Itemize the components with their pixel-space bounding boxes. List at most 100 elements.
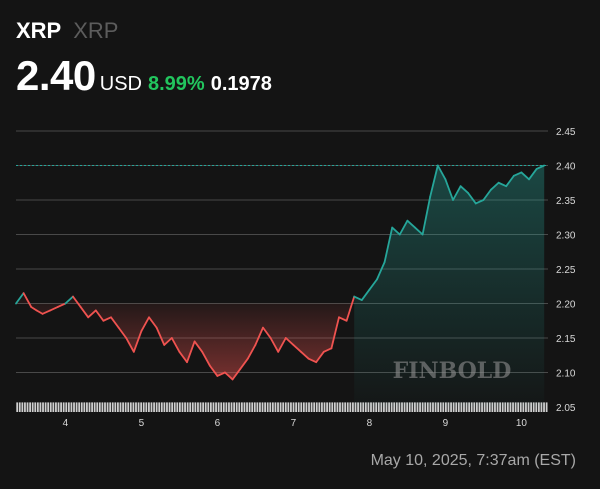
y-tick-label: 2.15 xyxy=(556,334,576,345)
volume-bar xyxy=(532,402,535,412)
volume-bar xyxy=(318,402,321,412)
volume-bar xyxy=(137,402,140,412)
volume-bar xyxy=(341,402,344,412)
volume-bar xyxy=(377,402,380,412)
volume-bar xyxy=(416,402,419,412)
volume-bar xyxy=(300,402,303,412)
volume-bar xyxy=(465,402,468,412)
price-change-percent: 8.99% xyxy=(147,73,205,95)
volume-bar xyxy=(88,402,91,412)
volume-bar xyxy=(44,402,47,412)
volume-bar xyxy=(517,402,520,412)
volume-bar xyxy=(104,402,106,412)
volume-bar xyxy=(491,402,494,412)
price-segment xyxy=(155,326,166,346)
volume-bar xyxy=(39,402,42,412)
volume-bar xyxy=(49,402,52,412)
price-segment xyxy=(269,337,280,353)
volume-bar xyxy=(419,402,421,412)
area-fill xyxy=(16,165,545,407)
price-segment xyxy=(383,226,394,264)
volume-bar xyxy=(47,402,50,412)
volume-bar xyxy=(354,402,357,412)
volume-bar xyxy=(173,402,176,412)
volume-bar xyxy=(450,402,452,412)
price-segment xyxy=(49,306,59,312)
volume-bar xyxy=(315,402,318,412)
volume-bar xyxy=(447,402,450,412)
price-segment xyxy=(292,343,302,353)
volume-bar xyxy=(106,402,109,412)
volume-bar xyxy=(217,402,220,412)
volume-bar xyxy=(305,402,308,412)
price-segment xyxy=(193,340,204,353)
volume-bar xyxy=(310,402,313,412)
price-segment xyxy=(284,337,295,346)
x-tick-label: 4 xyxy=(63,418,69,429)
price-segment xyxy=(482,188,492,201)
volume-bar xyxy=(148,402,150,412)
price-change-absolute: 0.1978 xyxy=(210,73,272,95)
volume-bar xyxy=(269,402,272,412)
volume-bar xyxy=(364,402,367,412)
volume-bar xyxy=(455,402,458,412)
volume-bar xyxy=(385,402,388,412)
volume-bar xyxy=(408,402,411,412)
volume-bar xyxy=(202,402,205,412)
ticker-name: XRP xyxy=(73,18,119,43)
volume-bar xyxy=(132,402,135,412)
volume-bar xyxy=(181,402,184,412)
volume-bar xyxy=(18,402,21,412)
volume-bar xyxy=(73,402,75,412)
price-segment xyxy=(110,316,120,329)
volume-bar xyxy=(256,402,259,412)
volume-bar xyxy=(70,402,73,412)
volume-bar xyxy=(62,402,65,412)
price-segment xyxy=(56,302,67,308)
volume-bar xyxy=(357,402,359,412)
volume-bar xyxy=(512,402,514,412)
volume-bar xyxy=(271,402,274,412)
price-segment xyxy=(186,340,196,364)
x-tick-label: 10 xyxy=(516,418,528,429)
volume-bar xyxy=(158,402,161,412)
volume-bar xyxy=(442,402,445,412)
volume-bar xyxy=(129,402,132,412)
price-segment xyxy=(436,164,447,181)
volume-bar xyxy=(496,402,499,412)
volume-bar xyxy=(220,402,223,412)
volume-bar xyxy=(426,402,429,412)
volume-bar xyxy=(114,402,117,412)
volume-bar xyxy=(437,402,440,412)
volume-bar xyxy=(209,402,212,412)
volume-bar xyxy=(155,402,158,412)
price-segment xyxy=(254,326,264,346)
price-segment xyxy=(148,316,158,329)
price-segment xyxy=(79,306,90,319)
volume-bar xyxy=(401,402,403,412)
volume-bar xyxy=(57,402,60,412)
volume-bar xyxy=(259,402,261,412)
volume-bar xyxy=(253,402,256,412)
volume-bar xyxy=(163,402,166,412)
up-area xyxy=(354,165,545,407)
volume-bar xyxy=(207,402,210,412)
volume-bar xyxy=(406,402,409,412)
price-currency: USD xyxy=(99,73,142,95)
volume-bar xyxy=(509,402,512,412)
y-tick-label: 2.35 xyxy=(556,196,576,207)
price-segment xyxy=(360,288,371,301)
volume-bar xyxy=(346,402,349,412)
price-segment xyxy=(72,295,82,308)
volume-bar xyxy=(390,402,393,412)
volume-bar xyxy=(52,402,55,412)
volume-bar xyxy=(421,402,424,412)
volume-bar xyxy=(414,402,416,412)
volume-bar xyxy=(282,402,285,412)
price-segment xyxy=(208,364,219,377)
y-tick-label: 2.05 xyxy=(556,403,576,414)
volume-bar xyxy=(189,402,192,412)
volume-bar xyxy=(339,402,341,412)
volume-bar xyxy=(199,402,202,412)
volume-bar xyxy=(468,402,471,412)
